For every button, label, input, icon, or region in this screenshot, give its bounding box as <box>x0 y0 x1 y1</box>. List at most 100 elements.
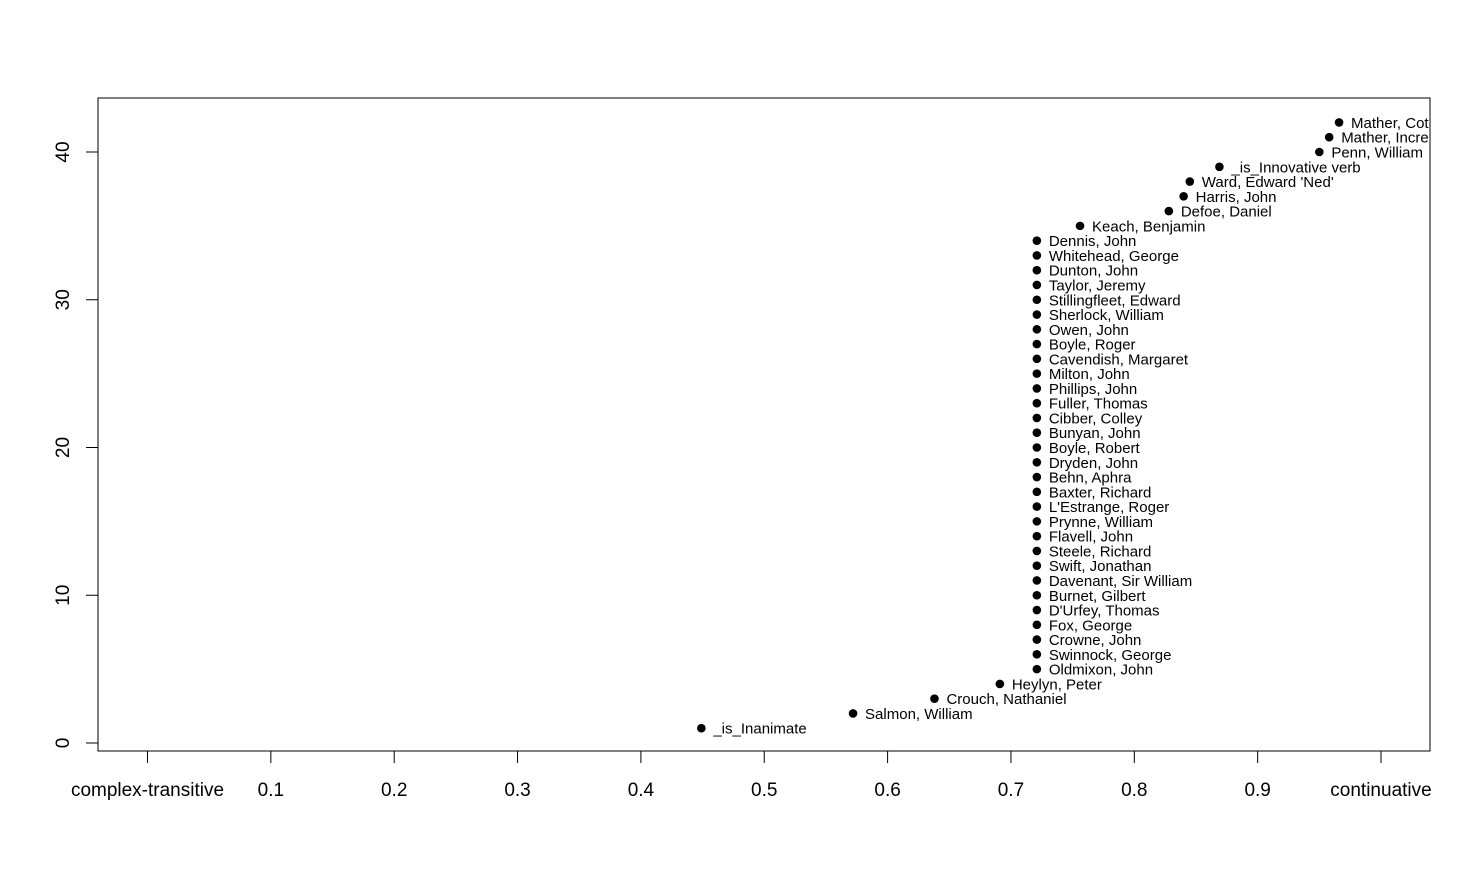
data-point <box>848 709 858 718</box>
point-label: D'Urfey, Thomas <box>1049 603 1160 620</box>
x-axis: complex-transitive 0.1 0.2 0.3 0.4 0.5 0.6 0.7 0… <box>71 750 1432 801</box>
point-label: Cavendish, Margaret <box>1049 351 1189 368</box>
data-point <box>1032 413 1042 423</box>
point-label: Salmon, William <box>865 706 973 723</box>
data-point <box>1032 650 1042 659</box>
point-label: Penn, William <box>1331 145 1423 162</box>
point-label: Swinnock, George <box>1049 647 1172 664</box>
point-label: Stillingfleet, Edward <box>1049 292 1181 309</box>
data-point <box>1324 132 1334 142</box>
point-label: Taylor, Jeremy <box>1049 277 1146 294</box>
x-tick-label: 0.4 <box>628 780 655 801</box>
point-label: Davenant, Sir William <box>1049 573 1192 590</box>
point-label: Defoe, Daniel <box>1181 204 1272 221</box>
data-point <box>1164 206 1174 216</box>
x-tick-label: 0.6 <box>874 780 900 801</box>
data-point <box>1185 177 1195 186</box>
x-tick-label: 0.3 <box>504 780 530 801</box>
x-tick-label: 0.7 <box>998 780 1024 801</box>
data-point <box>1032 561 1042 570</box>
point-label: Steele, Richard <box>1049 543 1152 560</box>
point-label: Dunton, John <box>1049 263 1138 280</box>
data-point <box>1032 354 1042 364</box>
y-tick-label: 0 <box>53 738 74 749</box>
data-point <box>1032 384 1042 393</box>
point-label: Keach, Benjamin <box>1092 218 1205 235</box>
data-point <box>1032 517 1042 526</box>
point-label: Fuller, Thomas <box>1049 396 1148 413</box>
point-label: Heylyn, Peter <box>1012 676 1102 693</box>
point-label: Swift, Jonathan <box>1049 558 1152 575</box>
data-point <box>995 679 1005 689</box>
data-point <box>930 694 939 703</box>
data-point <box>1032 502 1042 511</box>
point-label: _is_Inanimate <box>712 721 806 738</box>
point-label: Boyle, Roger <box>1049 337 1136 354</box>
data-point <box>1032 398 1042 408</box>
point-label: Boyle, Robert <box>1049 440 1141 457</box>
data-point <box>1032 443 1042 452</box>
data-point <box>1032 472 1042 482</box>
data-point <box>1032 280 1042 290</box>
y-tick-label: 10 <box>53 585 74 606</box>
data-point <box>1215 162 1224 172</box>
data-point <box>1032 487 1042 497</box>
data-point <box>1032 251 1042 260</box>
point-label: Whitehead, George <box>1049 248 1179 265</box>
y-tick-label: 30 <box>53 289 74 310</box>
y-tick-label: 40 <box>53 141 74 162</box>
data-point <box>1032 236 1042 245</box>
data-point <box>1334 118 1344 127</box>
point-label: Burnet, Gilbert <box>1049 588 1147 605</box>
data-point <box>1032 457 1042 467</box>
data-point <box>1032 635 1042 644</box>
point-label: Owen, John <box>1049 322 1129 339</box>
point-label: Behn, Aphra <box>1049 470 1132 487</box>
point-label: Oldmixon, John <box>1049 662 1153 679</box>
x-tick-label: complex-transitive <box>71 780 224 801</box>
data-point <box>1032 576 1042 585</box>
data-point <box>697 723 706 733</box>
point-label: _is_Innovative verb <box>1230 159 1360 176</box>
point-label: Milton, John <box>1049 366 1130 383</box>
data-point <box>1032 590 1042 600</box>
point-label: Mather, Incre <box>1341 130 1429 147</box>
point-label: Prynne, William <box>1049 514 1153 531</box>
y-axis: 0 10 20 30 40 <box>53 141 99 749</box>
x-tick-label: 0.9 <box>1244 780 1270 801</box>
data-point <box>1032 620 1042 630</box>
x-tick-label: 0.1 <box>258 780 284 801</box>
data-point <box>1032 369 1042 378</box>
point-label: Fox, George <box>1049 617 1132 634</box>
data-point <box>1032 428 1042 438</box>
data-point <box>1032 295 1042 305</box>
data-point <box>1032 265 1042 275</box>
data-point <box>1032 664 1042 674</box>
data-point <box>1032 605 1042 615</box>
point-label: L'Estrange, Roger <box>1049 499 1169 516</box>
data-point <box>1032 546 1042 556</box>
data-point <box>1032 310 1042 319</box>
data-point <box>1075 221 1085 231</box>
point-label: Phillips, John <box>1049 381 1137 398</box>
data-point <box>1032 531 1042 541</box>
point-label: Sherlock, William <box>1049 307 1164 324</box>
point-label: Bunyan, John <box>1049 425 1141 442</box>
point-label: Flavell, John <box>1049 529 1133 546</box>
data-point <box>1032 325 1042 334</box>
x-tick-label: 0.5 <box>751 780 777 801</box>
point-label: Harris, John <box>1196 189 1277 206</box>
y-tick-label: 20 <box>53 437 74 458</box>
point-label: Dennis, John <box>1049 233 1137 250</box>
data-point <box>1179 192 1188 201</box>
point-label: Dryden, John <box>1049 455 1138 472</box>
point-label: Mather, Cot <box>1351 115 1429 132</box>
data-point <box>1032 339 1042 349</box>
point-label: Crouch, Nathaniel <box>946 691 1066 708</box>
point-label: Cibber, Colley <box>1049 410 1143 427</box>
x-tick-label: 0.2 <box>381 780 407 801</box>
point-label: Ward, Edward 'Ned' <box>1202 174 1334 191</box>
data-point <box>1315 147 1324 157</box>
